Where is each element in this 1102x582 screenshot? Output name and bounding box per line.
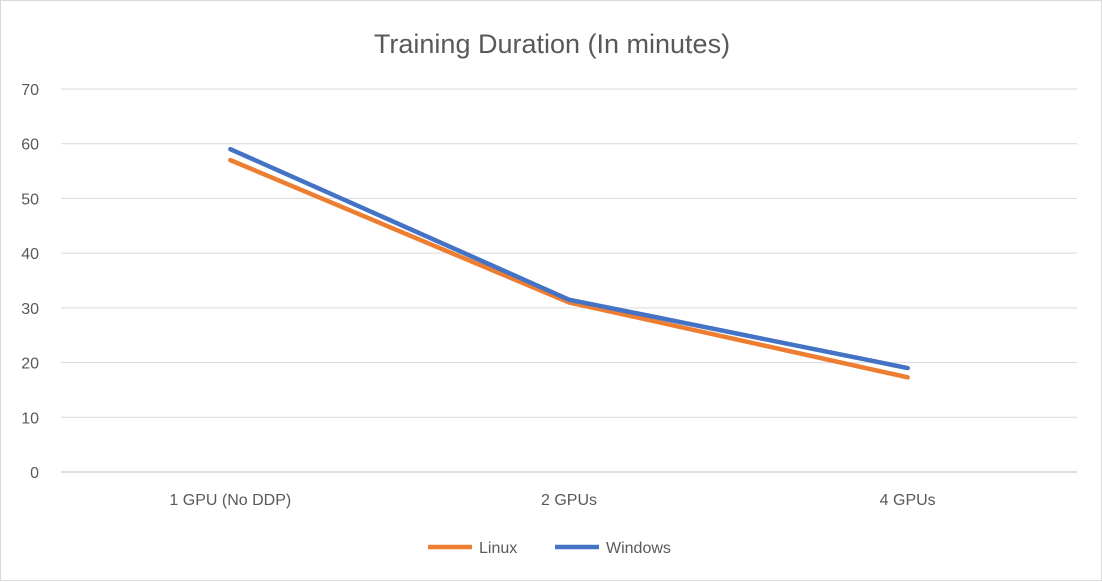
series-lines [230,149,908,377]
x-tick-label: 1 GPU (No DDP) [169,492,291,509]
y-axis-ticks: 0 10 20 30 40 50 60 70 [21,82,39,482]
x-tick-label: 2 GPUs [541,492,597,509]
series-line-windows [230,149,907,368]
gridlines [61,89,1077,472]
legend-label-windows: Windows [606,540,671,557]
y-tick-label: 20 [21,356,39,373]
legend: Linux Windows [428,540,671,557]
y-tick-label: 50 [21,191,39,208]
y-tick-label: 70 [21,82,39,99]
y-tick-label: 40 [21,246,39,263]
y-tick-label: 10 [21,410,39,427]
y-tick-label: 30 [21,301,39,318]
y-tick-label: 60 [21,137,39,154]
chart-title: Training Duration (In minutes) [374,29,730,59]
y-tick-label: 0 [30,465,39,482]
legend-label-linux: Linux [479,540,517,557]
x-tick-label: 4 GPUs [880,492,936,509]
x-axis-ticks: 1 GPU (No DDP) 2 GPUs 4 GPUs [169,492,935,509]
